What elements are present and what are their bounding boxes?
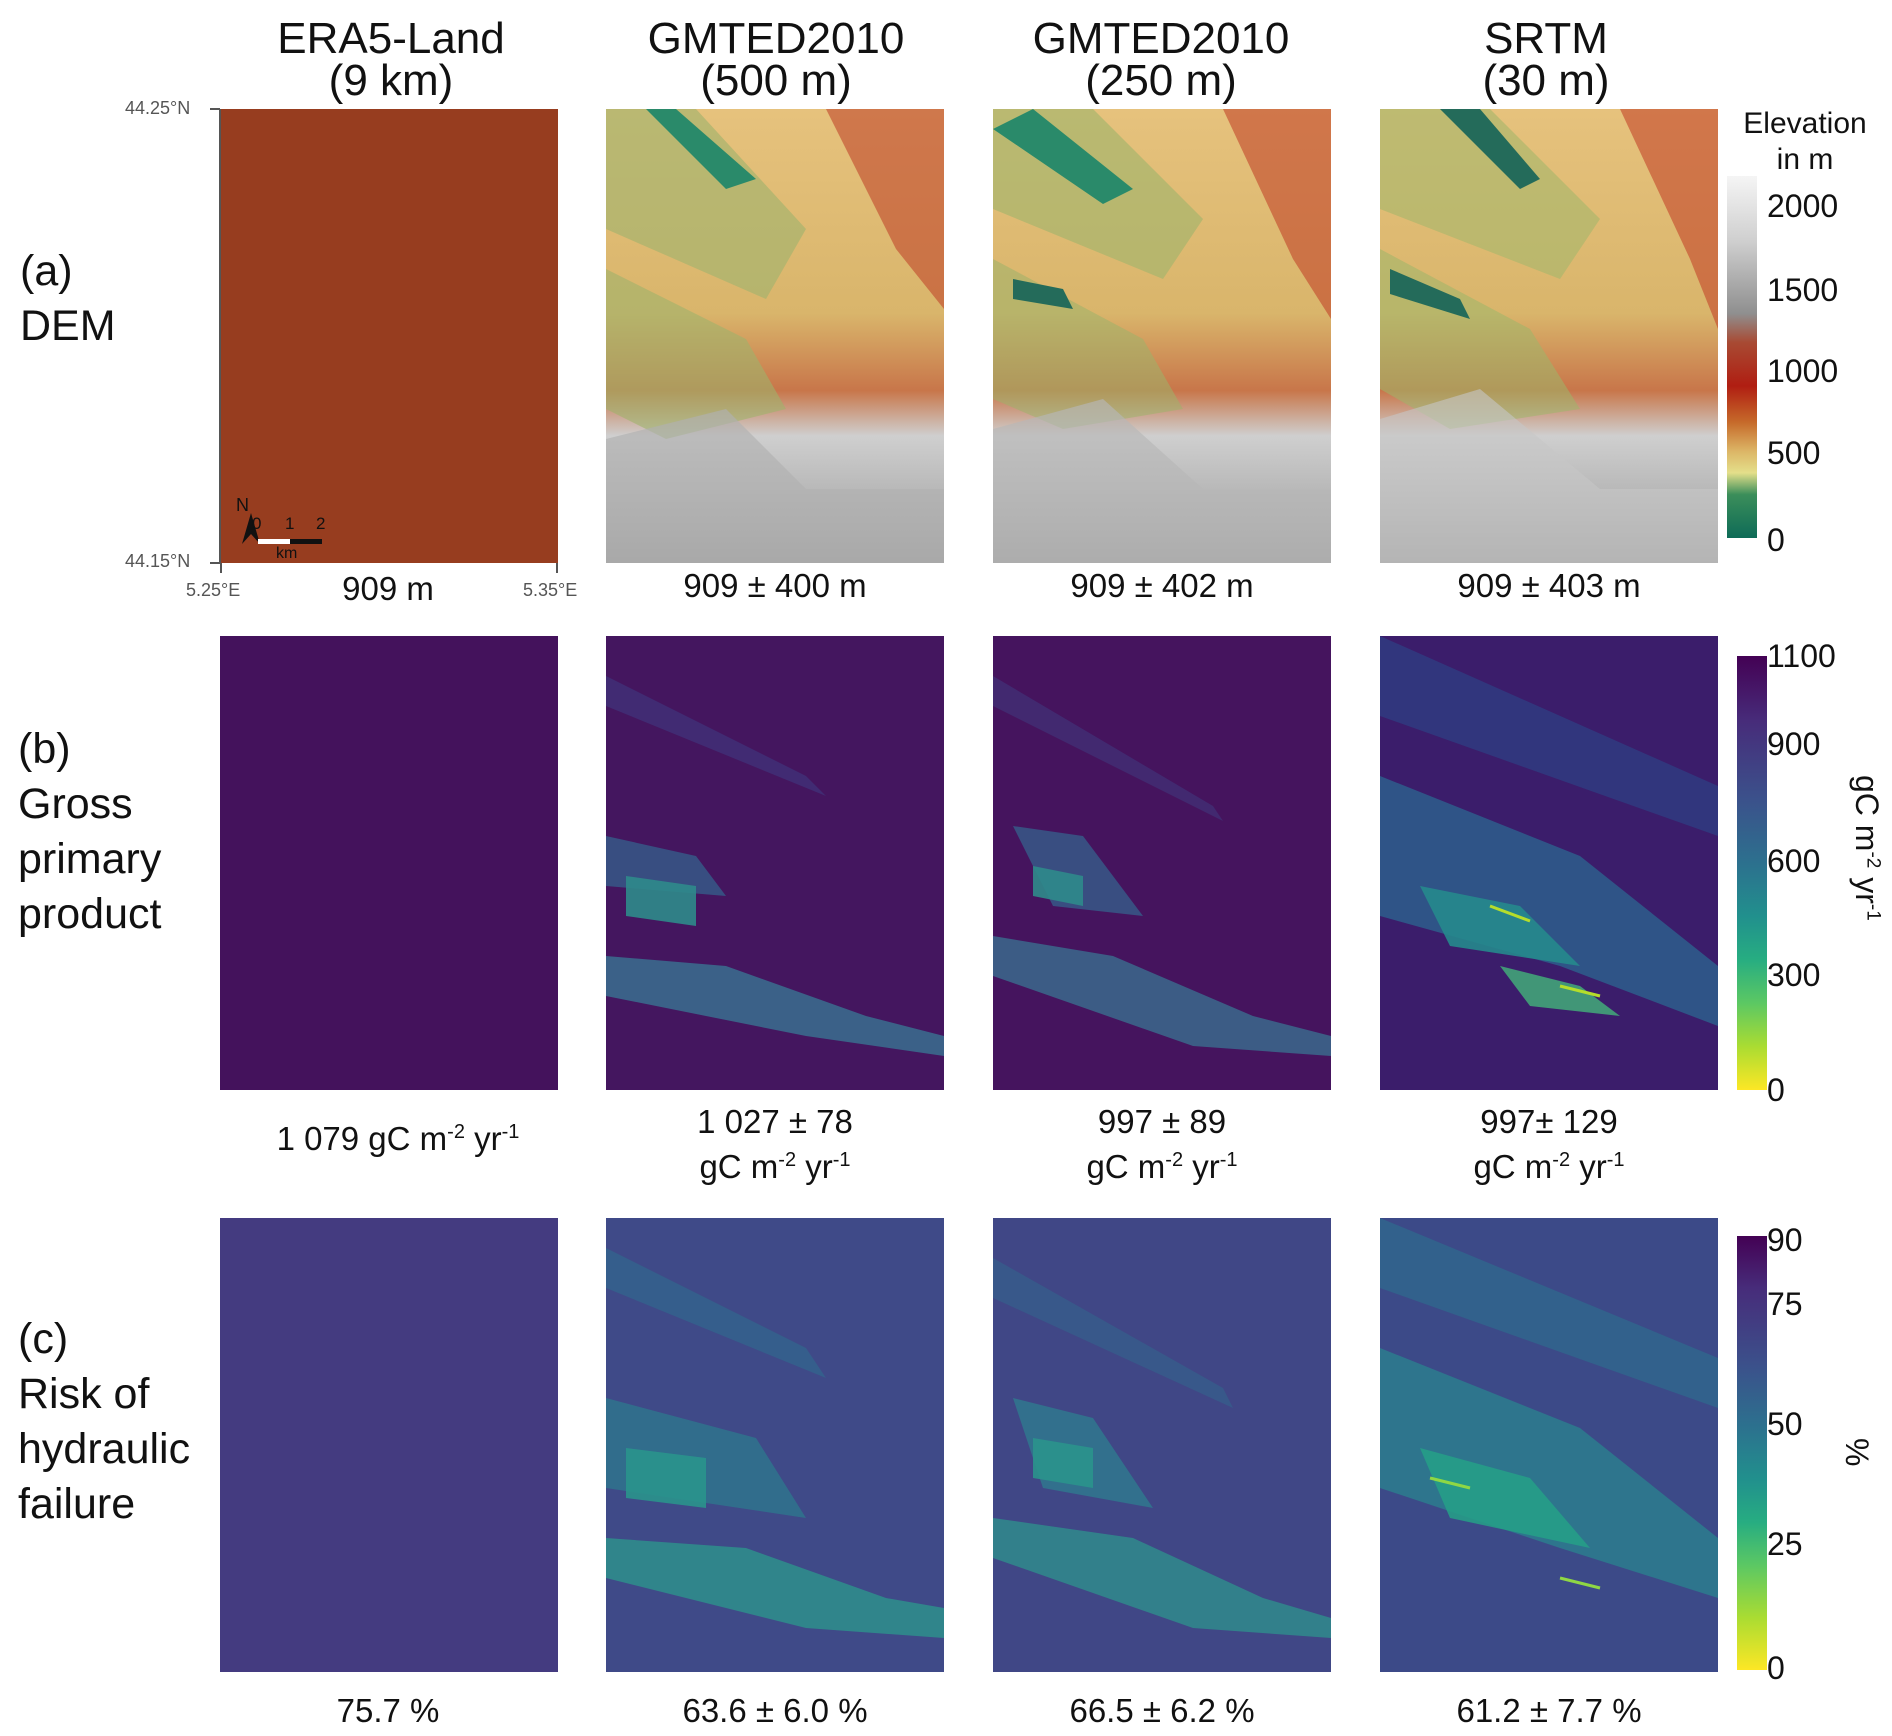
row-label-dem: (a) DEM (20, 247, 116, 350)
lat-tick-top (210, 108, 220, 110)
gpp-tick-900: 900 (1767, 726, 1821, 762)
lon-tick-left (220, 563, 222, 573)
map-risk-srtm (1380, 1218, 1718, 1672)
risk-tick-90: 90 (1767, 1222, 1803, 1258)
map-risk-era5 (220, 1218, 558, 1672)
risk-tick-25: 25 (1767, 1526, 1803, 1562)
dem-stat-srtm: 909 ± 403 m (1457, 567, 1641, 604)
svg-text:1: 1 (285, 514, 294, 533)
elevation-tick-2000: 2000 (1767, 188, 1839, 224)
gpp-stat-era5: 1 079 gC m-2 yr-1 (276, 1120, 520, 1157)
risk-tick-0: 0 (1767, 1650, 1785, 1686)
map-risk-gmted250 (993, 1218, 1331, 1672)
lat-label-top: 44.25°N (125, 98, 191, 118)
lat-axis-line (219, 109, 221, 563)
dem-stat-gmted250: 909 ± 402 m (1070, 567, 1254, 604)
risk-colorbar-unit: % (1839, 1438, 1875, 1467)
gpp-tick-1100: 1100 (1767, 638, 1836, 674)
row-label-risk: (c) Risk of hydraulic failure (18, 1315, 191, 1528)
map-dem-srtm (1380, 109, 1718, 563)
map-dem-gmted250 (993, 109, 1331, 563)
column-title-gmted250: GMTED2010 (250 m) (1032, 14, 1290, 105)
column-title-era5: ERA5-Land (9 km) (277, 14, 505, 105)
map-dem-era5: N 0 1 2 km (220, 109, 558, 563)
dem-stat-gmted500: 909 ± 400 m (683, 567, 867, 604)
risk-tick-75: 75 (1767, 1286, 1803, 1322)
dem-stat-era5: 909 m (342, 570, 434, 607)
lon-label-left: 5.25°E (186, 580, 241, 600)
map-gpp-era5 (220, 636, 558, 1090)
elevation-tick-1000: 1000 (1767, 353, 1839, 389)
lat-tick-bottom (210, 562, 220, 564)
lon-tick-right (556, 563, 558, 573)
risk-stat-era5: 75.7 % (336, 1692, 440, 1729)
elevation-colorbar-title: Elevation in m (1743, 107, 1867, 176)
gpp-tick-0: 0 (1767, 1072, 1785, 1108)
risk-stat-gmted500: 63.6 ± 6.0 % (682, 1692, 868, 1729)
row-label-gpp: (b) Gross primary product (18, 725, 162, 938)
svg-text:km: km (276, 545, 297, 562)
gpp-stat-srtm: 997± 129 gC m-2 yr-1 (1473, 1103, 1625, 1185)
risk-stat-srtm: 61.2 ± 7.7 % (1456, 1692, 1642, 1729)
lon-label-right: 5.35°E (523, 580, 578, 600)
svg-text:2: 2 (316, 514, 325, 533)
gpp-stat-gmted500: 1 027 ± 78 gC m-2 yr-1 (697, 1103, 853, 1185)
elevation-tick-0: 0 (1767, 522, 1785, 558)
column-title-gmted500: GMTED2010 (500 m) (647, 14, 905, 105)
gpp-colorbar (1737, 656, 1767, 1090)
risk-stat-gmted250: 66.5 ± 6.2 % (1069, 1692, 1255, 1729)
elevation-tick-1500: 1500 (1767, 272, 1839, 308)
north-arrow-icon (242, 513, 260, 544)
gpp-colorbar-unit: gC m-2 yr-1 (1849, 775, 1885, 921)
gpp-tick-300: 300 (1767, 957, 1821, 993)
column-title-srtm: SRTM (30 m) (1482, 14, 1610, 105)
gpp-tick-600: 600 (1767, 843, 1821, 879)
elevation-tick-500: 500 (1767, 435, 1821, 471)
risk-tick-50: 50 (1767, 1406, 1803, 1442)
lat-label-bottom: 44.15°N (125, 551, 191, 571)
map-risk-gmted500 (606, 1218, 944, 1672)
svg-text:0: 0 (252, 514, 261, 533)
risk-colorbar (1737, 1236, 1767, 1670)
north-label: N (236, 495, 249, 515)
map-gpp-gmted500 (606, 636, 944, 1090)
elevation-colorbar (1727, 176, 1757, 538)
map-gpp-srtm (1380, 636, 1718, 1090)
map-gpp-gmted250 (993, 636, 1331, 1090)
map-dem-gmted500 (606, 109, 944, 563)
gpp-stat-gmted250: 997 ± 89 gC m-2 yr-1 (1086, 1103, 1238, 1185)
